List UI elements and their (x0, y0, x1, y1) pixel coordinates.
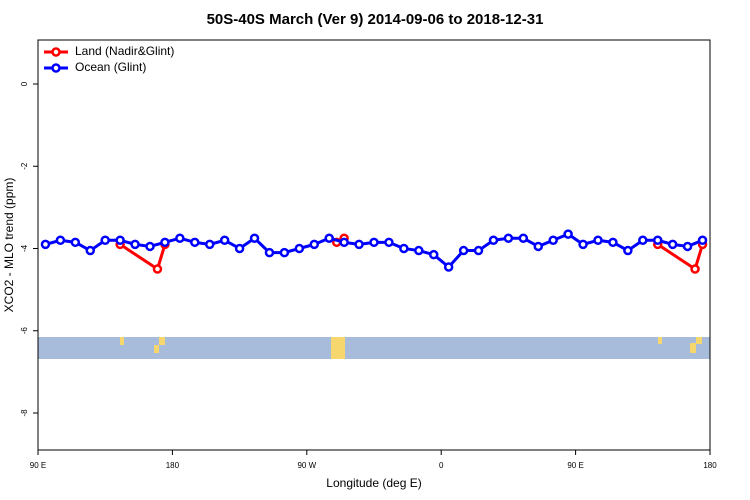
point (160, 237, 170, 248)
y-tick-label: -6 (20, 327, 29, 335)
point (690, 264, 700, 274)
point (667, 239, 678, 250)
point (55, 235, 66, 246)
x-axis-label: Longitude (deg E) (326, 476, 421, 490)
point (623, 245, 633, 256)
land-mask-strip (38, 337, 710, 359)
point (219, 235, 230, 246)
y-tick-label: -4 (20, 244, 29, 252)
point (414, 245, 424, 256)
point (697, 235, 708, 246)
x-tick-label: 90 E (30, 461, 46, 470)
point (85, 245, 96, 256)
legend-label: Ocean (Glint) (75, 60, 146, 74)
point (294, 243, 305, 254)
plot-frame (37, 39, 711, 451)
x-tick-label: 90 W (297, 461, 316, 470)
point (518, 233, 529, 243)
point (204, 239, 215, 250)
point (443, 262, 454, 272)
x-tick-label: 90 E (567, 461, 583, 470)
point (339, 237, 349, 248)
point (458, 245, 469, 256)
point (324, 233, 334, 243)
point (503, 233, 514, 243)
point (100, 235, 110, 246)
point (488, 235, 499, 246)
point (682, 241, 693, 252)
legend-label: Land (Nadir&Glint) (75, 44, 174, 58)
point (563, 229, 573, 239)
chart-title: 50S-40S March (Ver 9) 2014-09-06 to 2018… (207, 11, 544, 28)
y-tick-label: 0 (20, 81, 29, 86)
point (152, 264, 163, 274)
point (264, 247, 275, 258)
point (593, 235, 603, 246)
point (548, 235, 558, 246)
y-tick-label: -8 (20, 409, 29, 417)
legend-marker (51, 63, 61, 73)
x-tick-label: 180 (166, 461, 180, 470)
point (533, 241, 544, 252)
point (115, 235, 125, 246)
point (130, 239, 140, 250)
point (309, 239, 320, 250)
point (652, 235, 663, 246)
point (369, 237, 379, 248)
point (70, 237, 81, 248)
point (234, 243, 245, 254)
x-tick-label: 180 (703, 461, 717, 470)
point (608, 237, 618, 248)
point (578, 239, 588, 250)
point (175, 233, 185, 243)
point (279, 247, 290, 258)
point (473, 245, 484, 256)
point (638, 235, 648, 246)
point (354, 239, 364, 250)
y-axis-label: XCO2 - MLO trend (ppm) (2, 178, 16, 313)
legend-marker (51, 47, 61, 57)
point (249, 233, 260, 243)
point (428, 249, 439, 260)
x-tick-label: 0 (439, 461, 444, 470)
point (384, 237, 394, 248)
y-tick-label: -2 (20, 162, 29, 170)
point (145, 241, 155, 252)
point (40, 239, 51, 250)
point (399, 243, 409, 254)
point (190, 237, 200, 248)
